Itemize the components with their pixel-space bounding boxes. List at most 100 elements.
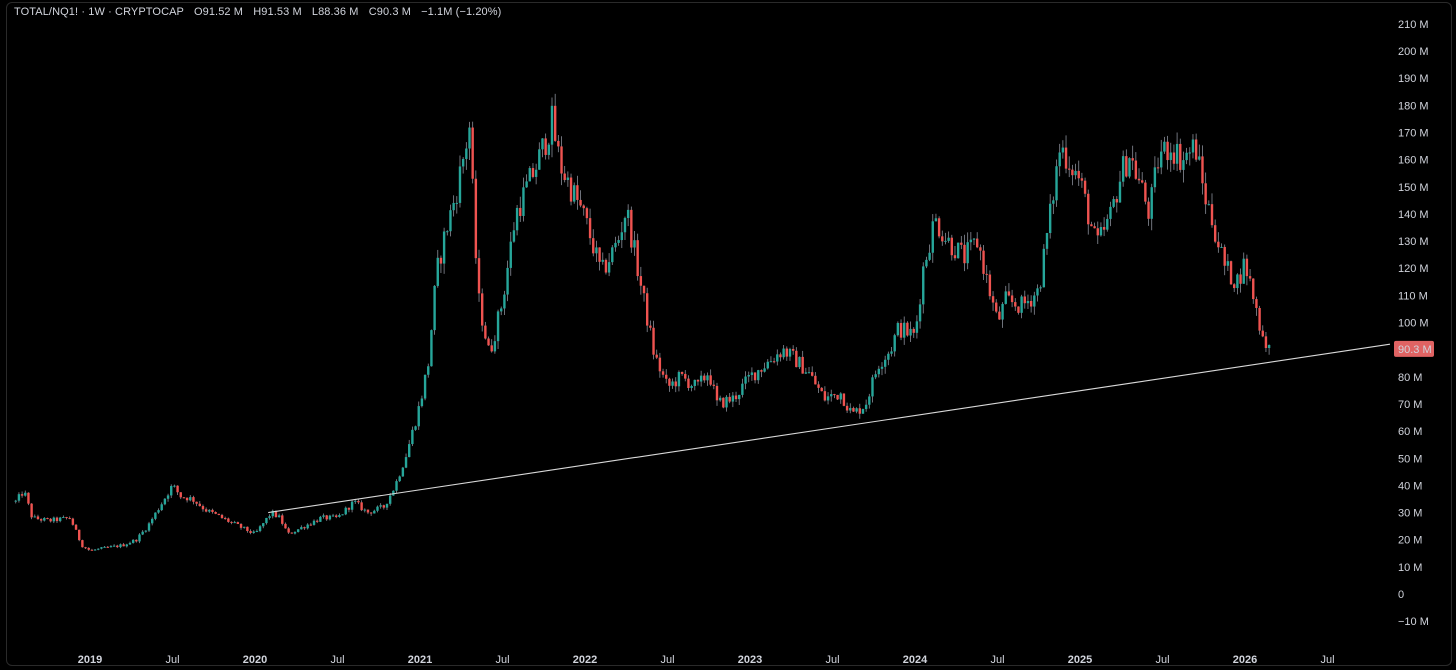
candle-body — [112, 545, 116, 547]
candle-body — [439, 257, 443, 264]
candle-body — [991, 296, 995, 303]
candle-body — [138, 534, 141, 542]
candle-body — [74, 524, 78, 530]
candle-body — [62, 517, 65, 519]
candle-body — [449, 210, 452, 232]
candle-body — [788, 348, 792, 357]
candle-body — [877, 368, 881, 375]
candle-body — [131, 539, 135, 543]
candle-body — [284, 523, 287, 529]
price-axis: 210 M 200 M 190 M 180 M 170 M 160 M 150 M 140 M… — [1398, 19, 1429, 628]
candle-body — [649, 325, 652, 328]
candle-body — [855, 408, 858, 412]
candle-body — [176, 485, 179, 493]
candle-body — [601, 259, 604, 262]
candle-body — [703, 375, 706, 381]
support-trendline[interactable] — [268, 343, 1391, 514]
candle-body — [1042, 248, 1046, 288]
chart-panel[interactable] — [6, 2, 1452, 666]
legend-close-value: 90.3 M — [376, 6, 411, 18]
candle-body — [982, 250, 985, 274]
candle-body — [385, 503, 389, 508]
candle-body — [376, 506, 379, 511]
candle-body — [382, 505, 386, 508]
candle-body — [617, 240, 620, 243]
candle-body — [1055, 166, 1058, 201]
candle-body — [122, 544, 125, 547]
candle-body — [309, 524, 313, 526]
candle-body — [27, 492, 30, 504]
candle-body — [861, 409, 865, 414]
candle-body — [392, 490, 395, 496]
candle-body — [411, 429, 414, 445]
candle-body — [680, 371, 684, 374]
symbol-legend[interactable]: TOTAL/NQ1! · 1W · CRYPTOCAP O91.52 M H91… — [14, 6, 501, 18]
candle-body — [645, 293, 649, 326]
candle-body — [614, 242, 617, 248]
candle-body — [192, 497, 195, 502]
candle-body — [1217, 241, 1220, 248]
candle-body — [725, 396, 728, 408]
candle-body — [801, 356, 804, 374]
candle-body — [211, 509, 214, 512]
candle-body — [1156, 167, 1160, 169]
candle-body — [864, 404, 868, 410]
candle-body — [1147, 201, 1150, 219]
price-axis-label: 200 M — [1398, 46, 1429, 58]
candle-body — [519, 207, 522, 216]
candle-body — [753, 372, 757, 381]
candle-body — [100, 547, 103, 549]
candle-body — [579, 199, 582, 206]
time-axis-label: Jul — [990, 654, 1004, 666]
candle-body — [604, 259, 608, 273]
candle-body — [55, 517, 59, 522]
candle-body — [1175, 143, 1179, 164]
candle-body — [300, 527, 303, 530]
candle-body — [287, 528, 290, 533]
candle-body — [87, 547, 90, 550]
candle-body — [922, 266, 925, 305]
candle-body — [950, 237, 954, 256]
candle-body — [757, 370, 760, 381]
candle-body — [626, 209, 630, 219]
candle-body — [52, 517, 56, 522]
candle-body — [674, 381, 677, 387]
candle-body — [1248, 276, 1252, 279]
candle-body — [36, 516, 40, 520]
candle-body — [1083, 180, 1087, 194]
legend-interval[interactable]: 1W — [88, 6, 105, 18]
time-axis-label: 2025 — [1068, 654, 1092, 666]
candle-body — [484, 325, 487, 339]
candle-body — [214, 511, 217, 514]
candle-body — [182, 497, 186, 499]
candle-body — [128, 542, 132, 545]
price-axis-label: 170 M — [1398, 127, 1429, 139]
legend-low-value: 88.36 M — [318, 6, 359, 18]
time-axis-label: 2022 — [573, 654, 597, 666]
time-axis-label: Jul — [165, 654, 179, 666]
candle-body — [506, 267, 509, 295]
price-axis-label: 160 M — [1398, 155, 1429, 167]
candle-body — [874, 374, 877, 378]
candle-body — [791, 348, 795, 351]
candle-body — [408, 444, 411, 458]
candle-body — [106, 546, 109, 548]
candle-body — [534, 169, 538, 177]
candle-body — [810, 372, 814, 376]
candle-body — [779, 354, 782, 358]
candle-body — [243, 526, 246, 528]
candle-body — [706, 375, 709, 381]
candle-body — [1239, 274, 1242, 284]
candle-body — [458, 166, 462, 203]
legend-symbol[interactable]: TOTAL/NQ1! — [14, 6, 79, 18]
candle-body — [379, 505, 382, 507]
candle-body — [677, 371, 681, 387]
candle-body — [1064, 147, 1068, 169]
candle-body — [274, 510, 278, 518]
legend-separator: · — [104, 6, 116, 18]
candle-body — [68, 517, 71, 519]
candle-body — [223, 518, 227, 520]
candle-body — [1048, 203, 1052, 234]
price-axis-label: 190 M — [1398, 73, 1429, 85]
